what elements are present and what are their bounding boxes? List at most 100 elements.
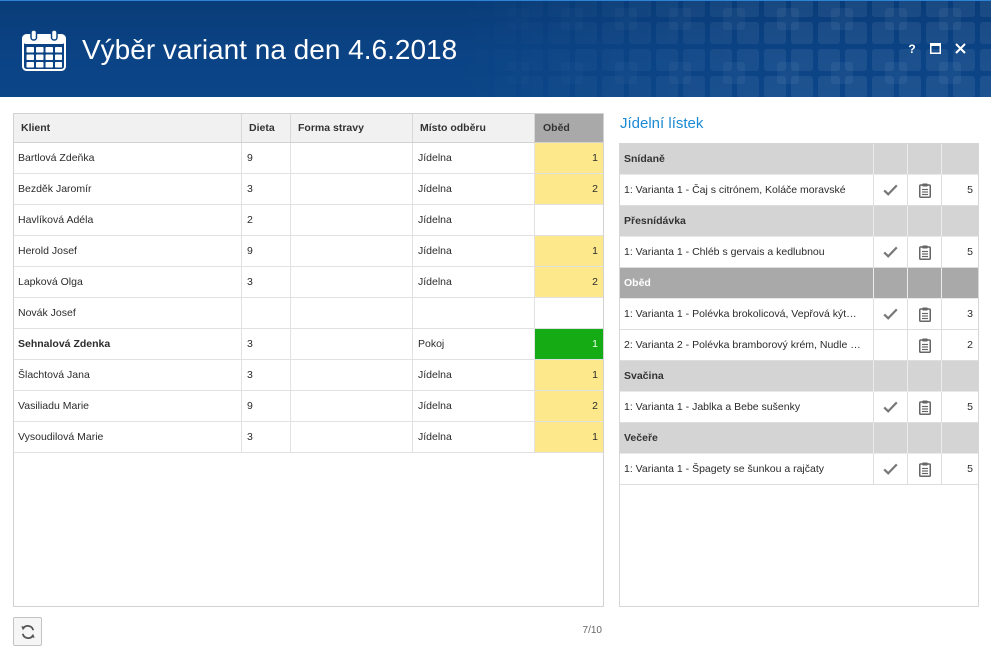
variant-count: 5 xyxy=(967,246,973,258)
menu-title: Jídelní lístek xyxy=(620,115,704,132)
lunch-variant-cell[interactable] xyxy=(535,205,603,235)
clipboard-icon xyxy=(918,400,931,415)
refresh-button[interactable] xyxy=(13,617,42,646)
lunch-variant-cell[interactable]: 1 xyxy=(535,329,603,359)
pickup-place-cell: Pokoj xyxy=(413,329,535,359)
menu-group-cell xyxy=(908,144,942,174)
confirm-cell[interactable] xyxy=(874,330,908,360)
client-row[interactable]: Vasiliadu Marie 9 Jídelna 2 xyxy=(14,391,603,422)
lunch-variant-cell[interactable] xyxy=(535,298,603,328)
menu-group-header[interactable]: Snídaně xyxy=(620,144,978,175)
menu-group-cell xyxy=(874,206,908,236)
menu-group-cell xyxy=(942,268,978,298)
client-name-cell: Vysoudilová Marie xyxy=(14,422,242,452)
menu-group-header[interactable]: Oběd xyxy=(620,268,978,299)
diet-cell: 9 xyxy=(242,391,291,421)
lunch-variant-cell[interactable]: 1 xyxy=(535,360,603,390)
diet-cell: 3 xyxy=(242,360,291,390)
column-header-client[interactable]: Klient xyxy=(14,114,242,142)
client-row[interactable]: Sehnalová Zdenka 3 Pokoj 1 xyxy=(14,329,603,360)
variant-count: 3 xyxy=(967,308,973,320)
menu-group-cell xyxy=(908,361,942,391)
detail-cell[interactable] xyxy=(908,175,942,205)
clients-table-header: Klient Dieta Forma stravy Místo odběru O… xyxy=(14,114,603,143)
menu-variant-label: 2: Varianta 2 - Polévka bramborový krém,… xyxy=(620,330,874,360)
menu-variant-row[interactable]: 1: Varianta 1 - Chléb s gervais a kedlub… xyxy=(620,237,978,268)
maximize-icon[interactable] xyxy=(930,43,941,54)
lunch-variant-cell[interactable]: 2 xyxy=(535,174,603,204)
variant-count: 5 xyxy=(967,401,973,413)
client-name-cell: Havlíková Adéla xyxy=(14,205,242,235)
column-header-pickup-place[interactable]: Místo odběru xyxy=(413,114,535,142)
calendar-icon xyxy=(22,29,66,71)
client-row[interactable]: Herold Josef 9 Jídelna 1 xyxy=(14,236,603,267)
lunch-variant-cell[interactable]: 1 xyxy=(535,143,603,173)
client-row[interactable]: Bartlová Zdeňka 9 Jídelna 1 xyxy=(14,143,603,174)
menu-group-cell xyxy=(908,423,942,453)
client-row[interactable]: Lapková Olga 3 Jídelna 2 xyxy=(14,267,603,298)
detail-cell[interactable] xyxy=(908,392,942,422)
client-name-cell: Bezděk Jaromír xyxy=(14,174,242,204)
client-row[interactable]: Vysoudilová Marie 3 Jídelna 1 xyxy=(14,422,603,453)
client-name-cell: Lapková Olga xyxy=(14,267,242,297)
lunch-variant-cell[interactable]: 1 xyxy=(535,236,603,266)
detail-cell[interactable] xyxy=(908,299,942,329)
meal-form-cell xyxy=(291,391,413,421)
help-button[interactable]: ? xyxy=(908,42,916,56)
client-row[interactable]: Novák Josef xyxy=(14,298,603,329)
menu-variant-row[interactable]: 1: Varianta 1 - Jablka a Bebe sušenky 5 xyxy=(620,392,978,423)
pickup-place-cell xyxy=(413,298,535,328)
column-header-diet[interactable]: Dieta xyxy=(242,114,291,142)
pickup-place-cell: Jídelna xyxy=(413,422,535,452)
menu-group-header[interactable]: Přesnídávka xyxy=(620,206,978,237)
window-header: Výběr variant na den 4.6.2018 ? xyxy=(0,0,991,97)
menu-variant-row[interactable]: 2: Varianta 2 - Polévka bramborový krém,… xyxy=(620,330,978,361)
column-header-meal-form[interactable]: Forma stravy xyxy=(291,114,413,142)
variant-count: 5 xyxy=(967,463,973,475)
detail-cell[interactable] xyxy=(908,454,942,484)
client-row[interactable]: Havlíková Adéla 2 Jídelna xyxy=(14,205,603,236)
menu-group-header[interactable]: Večeře xyxy=(620,423,978,454)
client-row[interactable]: Šlachtová Jana 3 Jídelna 1 xyxy=(14,360,603,391)
detail-cell[interactable] xyxy=(908,237,942,267)
menu-variant-label: 1: Varianta 1 - Chléb s gervais a kedlub… xyxy=(620,237,874,267)
diet-cell: 3 xyxy=(242,422,291,452)
pickup-place-cell: Jídelna xyxy=(413,143,535,173)
menu-group-cell xyxy=(874,144,908,174)
menu-group-cell xyxy=(874,268,908,298)
confirm-cell[interactable] xyxy=(874,454,908,484)
menu-variant-row[interactable]: 1: Varianta 1 - Polévka brokolicová, Vep… xyxy=(620,299,978,330)
lunch-variant-cell[interactable]: 2 xyxy=(535,391,603,421)
menu-variant-row[interactable]: 1: Varianta 1 - Špagety se šunkou a rajč… xyxy=(620,454,978,485)
menu-group-cell xyxy=(942,144,978,174)
variant-count: 2 xyxy=(967,339,973,351)
diet-cell: 2 xyxy=(242,205,291,235)
pickup-place-cell: Jídelna xyxy=(413,174,535,204)
menu-group-cell xyxy=(942,423,978,453)
check-icon xyxy=(883,401,898,413)
lunch-variant-cell[interactable]: 1 xyxy=(535,422,603,452)
clients-table: Klient Dieta Forma stravy Místo odběru O… xyxy=(13,113,604,607)
client-row[interactable]: Bezděk Jaromír 3 Jídelna 2 xyxy=(14,174,603,205)
column-header-lunch[interactable]: Oběd xyxy=(535,114,603,142)
menu-group-header[interactable]: Svačina xyxy=(620,361,978,392)
clients-table-body: Bartlová Zdeňka 9 Jídelna 1 Bezděk Jaromír 3 J… xyxy=(14,143,603,453)
detail-cell[interactable] xyxy=(908,330,942,360)
refresh-icon xyxy=(20,624,35,639)
client-name-cell: Bartlová Zdeňka xyxy=(14,143,242,173)
menu-variant-row[interactable]: 1: Varianta 1 - Čaj s citrónem, Koláče m… xyxy=(620,175,978,206)
lunch-variant-cell[interactable]: 2 xyxy=(535,267,603,297)
menu-group-name: Přesnídávka xyxy=(620,206,874,236)
close-icon[interactable] xyxy=(955,43,966,54)
confirm-cell[interactable] xyxy=(874,175,908,205)
menu-group-cell xyxy=(874,361,908,391)
diet-cell: 3 xyxy=(242,174,291,204)
pickup-place-cell: Jídelna xyxy=(413,360,535,390)
confirm-cell[interactable] xyxy=(874,237,908,267)
menu-group-cell xyxy=(942,361,978,391)
clipboard-icon xyxy=(918,462,931,477)
meal-form-cell xyxy=(291,329,413,359)
meal-form-cell xyxy=(291,174,413,204)
confirm-cell[interactable] xyxy=(874,392,908,422)
confirm-cell[interactable] xyxy=(874,299,908,329)
